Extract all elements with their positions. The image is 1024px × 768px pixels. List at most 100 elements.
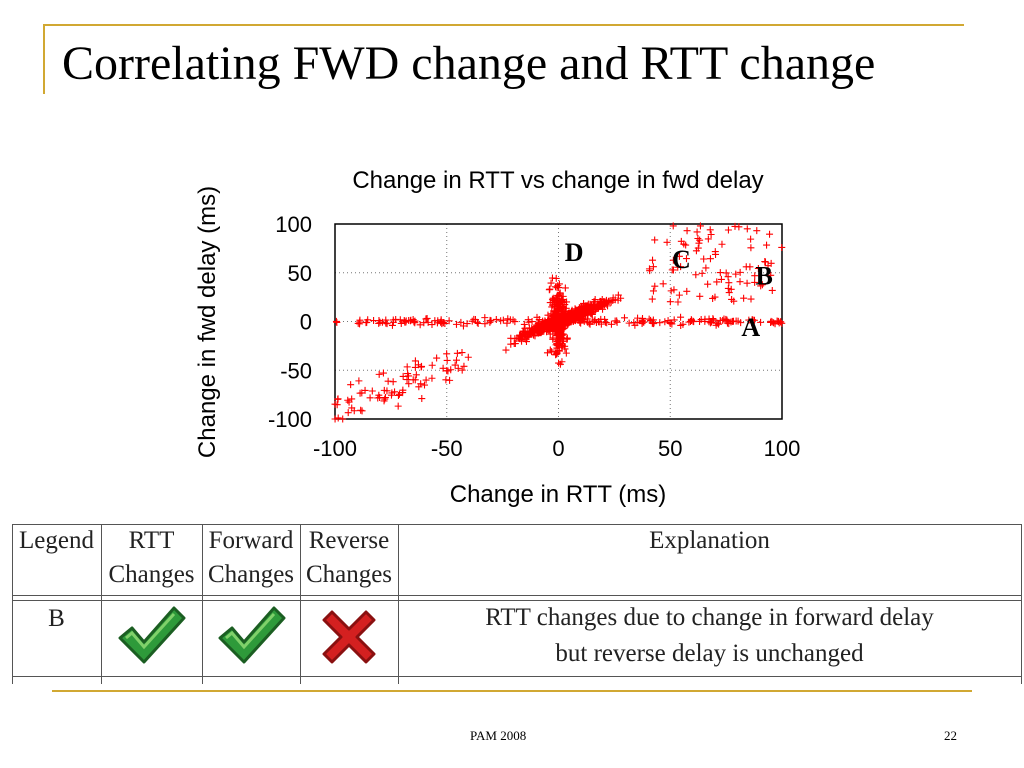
data-point [481,314,489,322]
data-point [381,395,389,403]
data-point [561,284,569,292]
data-point [437,316,445,324]
data-point [696,292,704,300]
data-point [625,319,633,327]
data-point [753,227,761,235]
data-point [563,335,571,343]
explanation-line-2: but reverse delay is unchanged [555,640,864,667]
table-top-border [12,524,1022,525]
data-point [375,370,383,378]
data-point [732,270,740,278]
data-point [510,340,518,348]
data-point [696,236,704,244]
data-point [677,321,685,329]
data-point [492,315,500,323]
annotation-label-a: A [741,313,760,342]
data-point [552,350,560,358]
data-point [675,291,683,299]
chart-title: Change in RTT vs change in fwd delay [352,167,763,194]
data-point [404,372,412,380]
data-point [692,247,700,255]
data-point [727,318,735,326]
data-point [424,318,432,326]
data-point [394,392,402,400]
data-point [443,350,451,358]
data-point [614,296,622,304]
data-point [389,316,397,324]
data-point [506,316,514,324]
data-point [547,279,555,287]
data-point [620,314,628,322]
data-point [543,325,551,333]
data-point [486,316,494,324]
data-point [694,234,702,242]
data-point [502,346,510,354]
data-point [582,302,590,310]
data-point [344,396,352,404]
data-point [344,409,352,417]
x-tick-label: 50 [658,436,682,461]
data-point [368,387,376,395]
data-point [735,223,743,231]
data-point [453,356,461,364]
data-point [534,320,542,328]
data-point [383,320,391,328]
data-point [686,317,694,325]
data-point [460,362,468,370]
legend-table: Legend RTT Changes Forward Changes Rever… [12,524,1022,686]
data-point [457,318,465,326]
header-reverse-changes: Reverse Changes [305,527,393,588]
data-point [702,264,710,272]
data-point [583,318,591,326]
data-point [552,283,560,291]
y-axis-label: Change in fwd delay (ms) [194,186,221,458]
data-point [670,316,678,324]
data-point [645,315,653,323]
data-point [706,255,714,263]
data-point [468,317,476,325]
annotation-label-d: D [565,238,584,267]
data-point [651,236,659,244]
data-point [751,272,759,280]
data-point [507,340,515,348]
data-point [559,292,567,300]
data-point [711,293,719,301]
data-point [524,316,532,324]
footer-text: PAM 2008 [470,728,527,743]
data-point [761,258,769,266]
data-point [562,320,570,328]
data-point [574,311,582,319]
annotation-label-b: B [755,261,772,290]
data-point [558,358,566,366]
data-point [418,362,426,370]
data-point [555,359,563,367]
data-point [736,278,744,286]
data-point [698,269,706,277]
data-point [601,298,609,306]
data-point [607,320,615,328]
table-col-divider [398,524,399,684]
data-point [666,298,674,306]
data-point [546,330,554,338]
y-tick-label: 100 [275,212,312,237]
header-explanation: Explanation [649,527,770,554]
data-point [718,240,726,248]
data-point [640,318,648,326]
x-axis-label: Change in RTT (ms) [450,481,667,508]
data-point [661,318,669,326]
table-col-divider [101,524,102,684]
data-point [719,316,727,324]
data-point [405,380,413,388]
data-point [669,266,677,274]
data-point [740,294,748,302]
data-point [563,298,571,306]
x-tick-label: 0 [552,436,564,461]
data-point [716,269,724,277]
data-point [570,312,578,320]
data-point [736,268,744,276]
axis-ticks: -100 -50 0 50 100 100 50 0 -50 -100 [268,212,800,461]
data-point [549,322,557,330]
data-point [333,318,341,326]
data-point [558,326,566,334]
data-point [685,318,693,326]
